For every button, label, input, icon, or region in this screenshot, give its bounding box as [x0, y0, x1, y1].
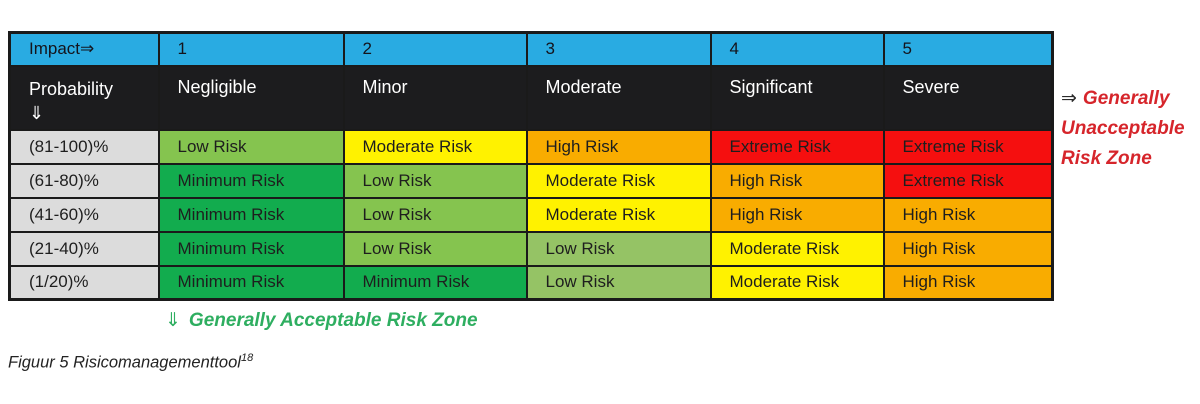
risk-cell: High Risk [709, 196, 885, 233]
probability-label: (41-60)% [8, 196, 160, 233]
risk-cell: Extreme Risk [709, 128, 885, 165]
acceptable-risk-zone-note: ⇓ Generally Acceptable Risk Zone [165, 309, 478, 332]
risk-cell: High Risk [709, 162, 885, 199]
down-arrow-icon: ⇓ [29, 102, 45, 123]
impact-name-row: Probability ⇓ Negligible Minor Moderate S… [8, 64, 1054, 131]
probability-label: (81-100)% [8, 128, 160, 165]
risk-cell: High Risk [525, 128, 712, 165]
risk-cell: Minimum Risk [157, 230, 345, 267]
risk-cell: Low Risk [342, 162, 528, 199]
unacceptable-note-line: Risk Zone [1061, 148, 1152, 169]
right-arrow-icon: ⇒ [1061, 88, 1077, 109]
probability-label: (1/20)% [8, 264, 160, 301]
risk-row: (1/20)% Minimum Risk Minimum Risk Low Ri… [8, 264, 1054, 301]
risk-row: (61-80)% Minimum Risk Low Risk Moderate … [8, 162, 1054, 199]
impact-score: 2 [342, 31, 528, 67]
risk-cell: Moderate Risk [525, 196, 712, 233]
risk-matrix-table: Impact⇒ 1 2 3 4 5 Probability ⇓ Negligibl… [8, 31, 1054, 301]
risk-row: (41-60)% Minimum Risk Low Risk Moderate … [8, 196, 1054, 233]
impact-score: 3 [525, 31, 712, 67]
impact-name: Minor [342, 64, 528, 131]
risk-cell: Extreme Risk [882, 128, 1054, 165]
probability-label: (61-80)% [8, 162, 160, 199]
risk-cell: Low Risk [525, 230, 712, 267]
impact-name: Significant [709, 64, 885, 131]
risk-cell: Minimum Risk [157, 264, 345, 301]
impact-corner-label: Impact⇒ [8, 31, 160, 67]
impact-name: Moderate [525, 64, 712, 131]
acceptable-note-text: Generally Acceptable Risk Zone [188, 310, 478, 331]
impact-name: Negligible [157, 64, 345, 131]
risk-cell: Low Risk [342, 196, 528, 233]
risk-cell: Low Risk [525, 264, 712, 301]
down-arrow-icon: ⇓ [165, 310, 181, 331]
unacceptable-note-line: Generally [1082, 88, 1170, 109]
risk-cell: Moderate Risk [525, 162, 712, 199]
risk-cell: High Risk [882, 230, 1054, 267]
risk-cell: Moderate Risk [709, 230, 885, 267]
risk-cell: Extreme Risk [882, 162, 1054, 199]
impact-score: 4 [709, 31, 885, 67]
impact-header-row: Impact⇒ 1 2 3 4 5 [8, 31, 1054, 67]
risk-cell: Moderate Risk [342, 128, 528, 165]
risk-cell: High Risk [882, 264, 1054, 301]
footnote-reference: 18 [240, 352, 254, 364]
risk-cell: Low Risk [342, 230, 528, 267]
risk-row: (21-40)% Minimum Risk Low Risk Low Risk … [8, 230, 1054, 267]
probability-corner-label: Probability ⇓ [8, 64, 160, 131]
impact-name: Severe [882, 64, 1054, 131]
impact-score: 1 [157, 31, 345, 67]
risk-cell: Low Risk [157, 128, 345, 165]
risk-cell: High Risk [882, 196, 1054, 233]
unacceptable-note-line: Unacceptable [1061, 118, 1185, 139]
figure-caption: Figuur 5 Risicomanagementtool18 [8, 352, 254, 372]
probability-label: (21-40)% [8, 230, 160, 267]
impact-score: 5 [882, 31, 1054, 67]
risk-cell: Moderate Risk [709, 264, 885, 301]
risk-cell: Minimum Risk [157, 196, 345, 233]
risk-row: (81-100)% Low Risk Moderate Risk High Ri… [8, 128, 1054, 165]
unacceptable-risk-zone-note: ⇒ Generally Unacceptable Risk Zone [1061, 84, 1197, 174]
risk-cell: Minimum Risk [342, 264, 528, 301]
risk-cell: Minimum Risk [157, 162, 345, 199]
